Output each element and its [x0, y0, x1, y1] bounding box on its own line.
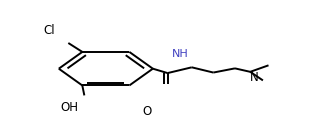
Text: N: N	[250, 71, 259, 84]
Text: OH: OH	[61, 101, 79, 115]
Text: Cl: Cl	[43, 24, 55, 37]
Text: NH: NH	[172, 49, 189, 59]
Text: O: O	[143, 105, 152, 118]
